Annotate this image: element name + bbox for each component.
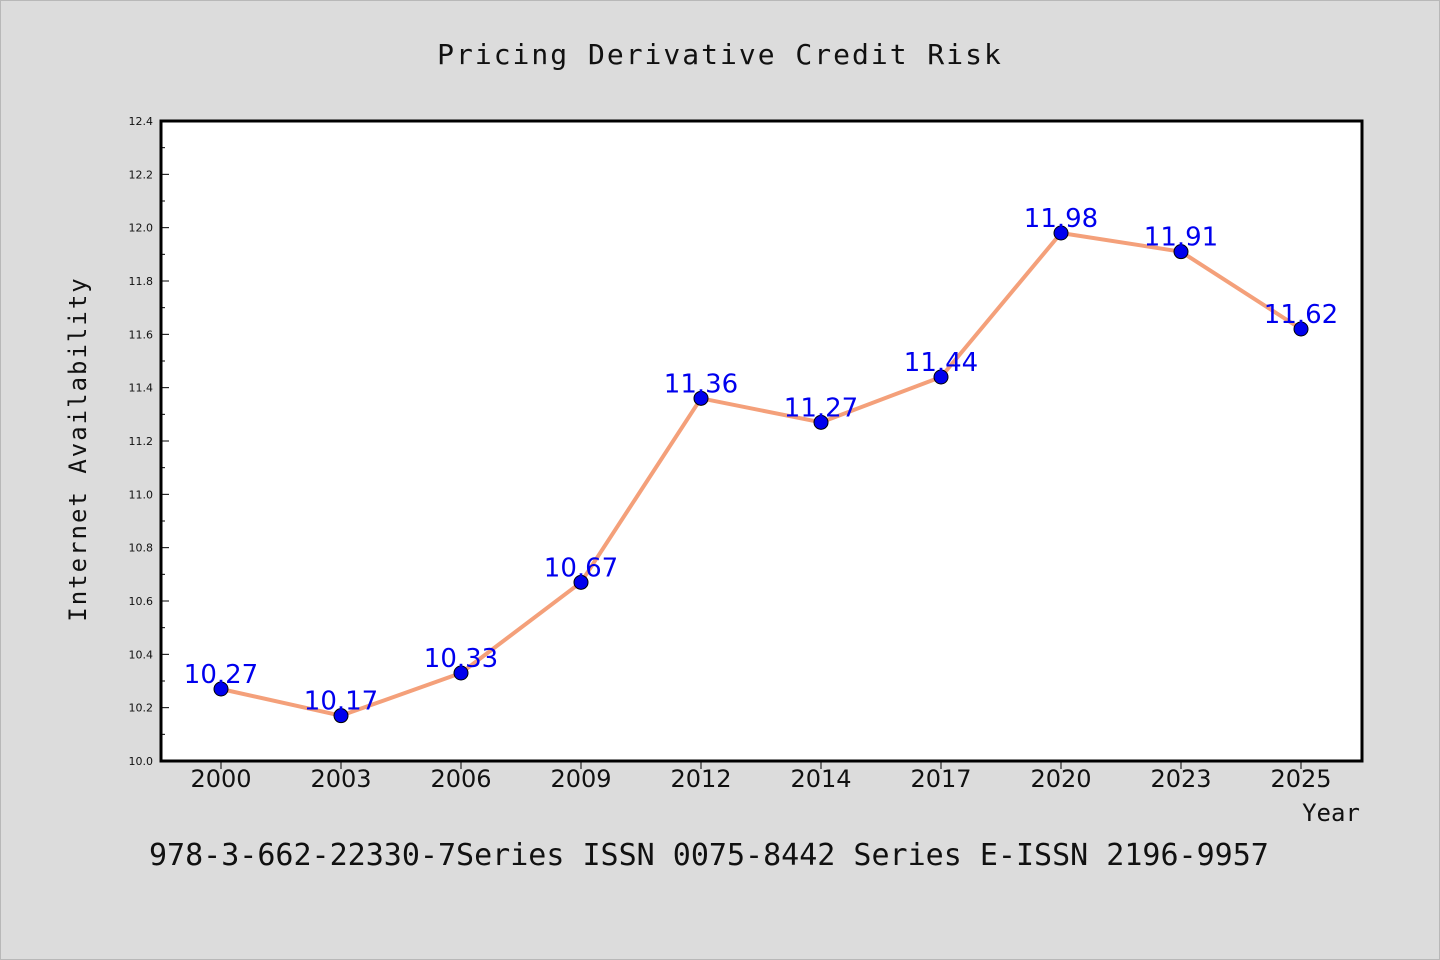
data-label: 11.62: [1264, 300, 1338, 330]
x-tick-label: 2012: [670, 765, 731, 793]
data-label: 10.17: [304, 687, 378, 717]
data-point: [933, 369, 949, 385]
x-tick-label: 2014: [790, 765, 851, 793]
x-tick-label: 2020: [1030, 765, 1091, 793]
data-point: [213, 681, 229, 697]
data-point: [1053, 225, 1069, 241]
x-tick-label: 2006: [430, 765, 491, 793]
x-tick-label: 2025: [1270, 765, 1331, 793]
x-axis-title: Year: [1302, 799, 1360, 827]
series-line: [219, 231, 1303, 718]
y-tick-label: 12.0: [129, 222, 154, 235]
y-tick-label: 11.6: [129, 328, 154, 341]
y-tick-label: 10.6: [129, 595, 154, 608]
data-label: 11.44: [904, 348, 978, 378]
y-tick-label: 11.8: [129, 275, 154, 288]
y-tick-label: 10.0: [129, 755, 154, 768]
y-tick-label: 12.4: [129, 115, 154, 128]
data-point: [573, 574, 589, 590]
data-label: 11.27: [784, 393, 858, 423]
x-tick-label: 2000: [190, 765, 251, 793]
data-point: [1293, 321, 1309, 337]
y-tick-label: 11.2: [129, 435, 154, 448]
data-label: 10.33: [424, 644, 498, 674]
data-label: 10.67: [544, 553, 618, 583]
x-tick-label: 2003: [310, 765, 371, 793]
data-point: [693, 390, 709, 406]
data-label: 11.91: [1144, 223, 1218, 253]
data-label: 11.36: [664, 369, 738, 399]
data-point: [333, 708, 349, 724]
y-tick-label: 10.4: [129, 648, 154, 661]
x-tick-label: 2009: [550, 765, 611, 793]
y-axis: 10.0 10.2 10.4 10.6 10.8 11.0 11.2 11.4 11.6 11.8…: [129, 115, 169, 768]
x-tick-label: 2017: [910, 765, 971, 793]
data-label: 11.98: [1024, 204, 1098, 234]
plot-area: [159, 119, 1364, 763]
x-axis: 2000 2003 2006 2009 2012 2014 2017 2020 2023 2025: [190, 761, 1332, 793]
y-tick-label: 11.4: [129, 382, 154, 395]
y-axis-title: Internet Availability: [64, 276, 92, 621]
data-point: [1173, 244, 1189, 260]
data-point: [453, 665, 469, 681]
x-tick-label: 2023: [1150, 765, 1211, 793]
data-label: 10.27: [184, 660, 258, 690]
y-tick-label: 10.8: [129, 542, 154, 555]
y-tick-label: 12.2: [129, 168, 154, 181]
series-layer: 10.27 10.17 10.33 10.67 11.36 11.27 11.44 11.98…: [184, 204, 1338, 724]
y-tick-label: 10.2: [129, 702, 154, 715]
y-tick-label: 11.0: [129, 488, 154, 501]
chart-title: Pricing Derivative Credit Risk: [437, 38, 1003, 71]
data-point: [813, 414, 829, 430]
footer-isbn-issn: 978-3-662-22330-7Series ISSN 0075-8442 S…: [149, 838, 1269, 873]
